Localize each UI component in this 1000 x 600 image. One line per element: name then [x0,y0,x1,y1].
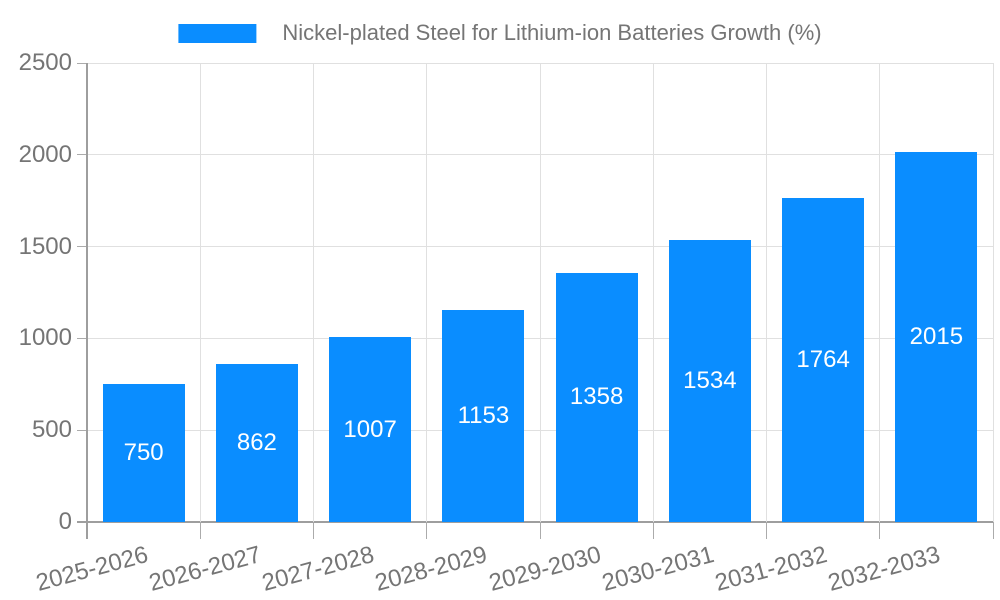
y-axis-tick-mark [77,246,87,248]
x-axis-tick-mark [992,522,994,539]
gridline-vertical [992,63,994,522]
bar: 2015 [895,152,978,522]
bar-value-label: 1358 [569,383,624,411]
x-axis-tick-mark [879,522,881,539]
x-axis-tick-mark [86,522,88,539]
y-axis-tick-mark [77,521,87,523]
bar: 1764 [782,198,865,522]
bar: 1007 [329,337,412,522]
y-axis-tick-mark [77,337,87,339]
bar-value-label: 2015 [909,323,964,350]
x-axis-tick-mark [766,522,767,539]
y-axis-tick-label: 1500 [18,232,72,260]
y-axis-tick-mark [77,154,87,156]
y-axis-tick-label: 500 [31,416,72,444]
x-axis-tick-mark [652,522,654,539]
gridline-vertical [879,63,881,522]
legend-swatch [178,23,257,43]
bar: 1153 [442,310,525,522]
gridline-vertical [766,63,767,522]
gridline-vertical [313,63,314,522]
y-axis-tick-label: 1000 [18,324,72,352]
y-axis-line [86,63,88,522]
legend[interactable]: Nickel-plated Steel for Lithium-ion Batt… [178,20,822,46]
gridline-vertical [652,63,654,522]
gridline-vertical [199,63,201,522]
gridline-vertical [426,63,428,522]
bar: 862 [215,363,298,522]
y-axis-tick-label: 2500 [18,49,72,76]
bar: 1534 [668,240,751,522]
x-axis-tick-mark [539,522,541,539]
y-axis-tick-mark [77,62,87,64]
gridline-vertical [539,63,541,522]
y-axis-tick-mark [77,429,87,431]
bar: 750 [102,384,185,522]
x-axis-tick-mark [199,522,201,539]
y-axis-tick-label: 2000 [18,140,72,168]
bar-value-label: 750 [123,439,164,467]
bar: 1358 [555,272,638,522]
bar-value-label: 1534 [683,367,737,395]
legend-label: Nickel-plated Steel for Lithium-ion Batt… [282,20,822,45]
x-axis-tick-mark [313,522,314,539]
x-axis-tick-mark [426,522,428,539]
bar-value-label: 862 [236,428,277,456]
bar-value-label: 1007 [343,415,397,443]
y-axis-tick-label: 0 [58,508,72,535]
bar-value-label: 1764 [796,346,850,374]
bar-value-label: 1153 [457,402,510,430]
